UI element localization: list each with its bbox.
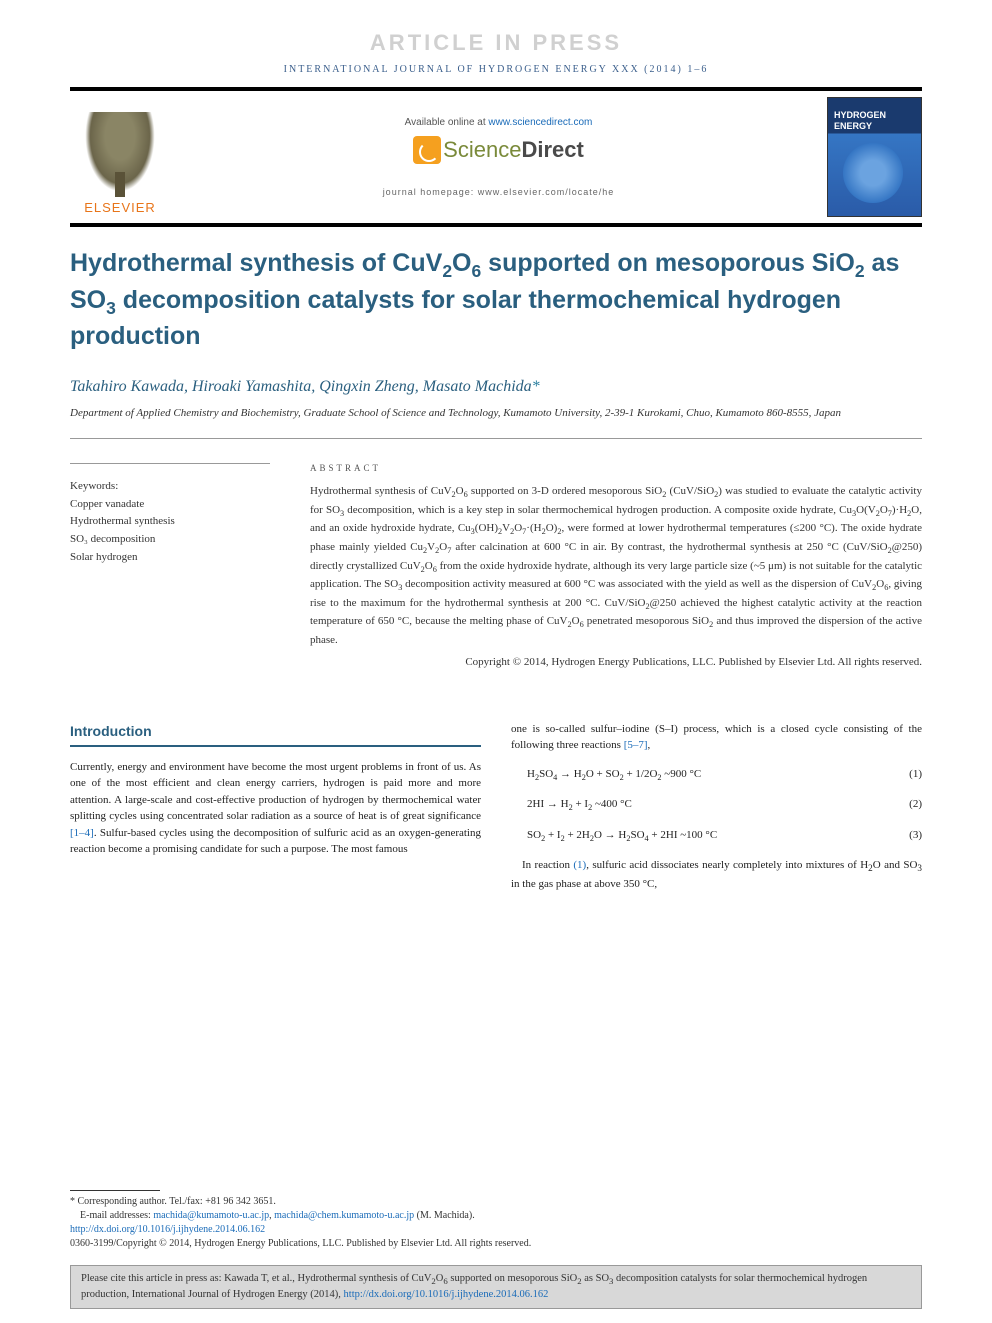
keyword-item: Solar hydrogen (70, 549, 270, 567)
email-label: E-mail addresses: (80, 1210, 153, 1221)
sciencedirect-wordmark: ScienceDirect (443, 137, 584, 163)
email-link-2[interactable]: machida@chem.kumamoto-u.ac.jp (274, 1210, 414, 1221)
journal-header: ELSEVIER Available online at www.science… (70, 87, 922, 227)
keyword-item: SO₃ decomposition (70, 531, 270, 549)
article-page: ARTICLE IN PRESS INTERNATIONAL JOURNAL O… (0, 0, 992, 1323)
divider (70, 438, 922, 439)
issn-copyright: 0360-3199/Copyright © 2014, Hydrogen Ene… (70, 1237, 922, 1251)
abstract-copyright: Copyright © 2014, Hydrogen Energy Public… (310, 654, 922, 671)
keywords-heading: Keywords: (70, 478, 270, 496)
equation-number: (1) (909, 766, 922, 785)
equation-1: H2SO4 → H2O + SO2 + 1/2O2 ~900 °C (1) (511, 766, 922, 785)
elsevier-tree-icon (85, 112, 155, 192)
intro-continuation: one is so-called sulfur–iodine (S–I) pro… (511, 721, 922, 754)
article-title: Hydrothermal synthesis of CuV2O6 support… (70, 247, 922, 354)
sciencedirect-icon (413, 136, 441, 164)
available-label: Available online at (405, 117, 489, 128)
email-suffix: (M. Machida). (414, 1210, 475, 1221)
keyword-item: Copper vanadate (70, 496, 270, 514)
sciencedirect-url-link[interactable]: www.sciencedirect.com (488, 117, 592, 128)
doi-link[interactable]: http://dx.doi.org/10.1016/j.ijhydene.201… (70, 1224, 265, 1235)
abstract-section: Keywords: Copper vanadate Hydrothermal s… (70, 463, 922, 671)
email-line: E-mail addresses: machida@kumamoto-u.ac.… (70, 1209, 922, 1223)
equation-3: SO2 + I2 + 2H2O → H2SO4 + 2HI ~100 °C (3… (511, 827, 922, 846)
footer-block: * Corresponding author. Tel./fax: +81 96… (70, 1190, 922, 1251)
journal-cover-thumbnail[interactable] (827, 97, 922, 217)
keyword-item: Hydrothermal synthesis (70, 513, 270, 531)
elsevier-logo[interactable]: ELSEVIER (70, 100, 170, 215)
header-center: Available online at www.sciencedirect.co… (170, 117, 827, 197)
equation-body: H2SO4 → H2O + SO2 + 1/2O2 ~900 °C (527, 766, 701, 785)
running-head: INTERNATIONAL JOURNAL OF HYDROGEN ENERGY… (70, 64, 922, 75)
corresponding-author: * Corresponding author. Tel./fax: +81 96… (70, 1195, 922, 1209)
intro-paragraph: Currently, energy and environment have b… (70, 759, 481, 858)
email-link-1[interactable]: machida@kumamoto-u.ac.jp (153, 1210, 269, 1221)
citation-box: Please cite this article in press as: Ka… (70, 1265, 922, 1309)
keywords-column: Keywords: Copper vanadate Hydrothermal s… (70, 463, 270, 671)
right-column: one is so-called sulfur–iodine (S–I) pro… (511, 721, 922, 893)
equation-number: (3) (909, 827, 922, 846)
sciencedirect-logo[interactable]: ScienceDirect (413, 136, 584, 164)
equation-2: 2HI → H2 + I2 ~400 °C (2) (511, 796, 922, 815)
footer-rule (70, 1190, 160, 1191)
article-in-press-watermark: ARTICLE IN PRESS (70, 30, 922, 56)
intro-tail: In reaction (1), sulfuric acid dissociat… (511, 857, 922, 892)
corresponding-asterisk: * (532, 378, 540, 395)
abstract-heading: ABSTRACT (310, 463, 922, 473)
abstract-body: Hydrothermal synthesis of CuV2O6 support… (310, 483, 922, 648)
introduction-heading: Introduction (70, 721, 481, 747)
available-online-text: Available online at www.sciencedirect.co… (405, 117, 593, 128)
abstract-column: ABSTRACT Hydrothermal synthesis of CuV2O… (310, 463, 922, 671)
equation-number: (2) (909, 796, 922, 815)
body-columns: Introduction Currently, energy and envir… (70, 721, 922, 893)
equation-body: 2HI → H2 + I2 ~400 °C (527, 796, 632, 815)
elsevier-text: ELSEVIER (84, 200, 156, 215)
journal-homepage-text: journal homepage: www.elsevier.com/locat… (383, 187, 615, 197)
equation-body: SO2 + I2 + 2H2O → H2SO4 + 2HI ~100 °C (527, 827, 717, 846)
author-names: Takahiro Kawada, Hiroaki Yamashita, Qing… (70, 378, 532, 395)
left-column: Introduction Currently, energy and envir… (70, 721, 481, 893)
affiliation: Department of Applied Chemistry and Bioc… (70, 406, 922, 420)
author-list: Takahiro Kawada, Hiroaki Yamashita, Qing… (70, 378, 922, 396)
